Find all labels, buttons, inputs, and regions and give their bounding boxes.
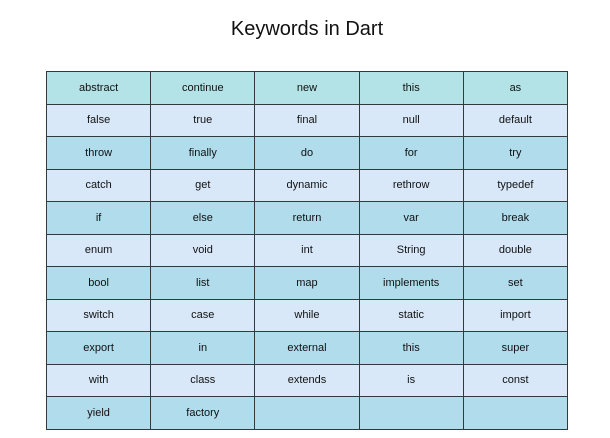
table-cell: implements — [358, 266, 464, 300]
table-cell: super — [462, 331, 569, 365]
table-row: yield factory — [45, 396, 569, 430]
table-row: export in external this super — [45, 331, 569, 365]
table-cell: in — [150, 331, 256, 365]
table-row: throw finally do for try — [45, 136, 569, 170]
table-cell: false — [45, 103, 152, 137]
table-cell: enum — [45, 233, 152, 267]
table-cell: class — [150, 363, 256, 397]
table-cell: finally — [150, 136, 256, 170]
table-cell: import — [462, 298, 569, 332]
table-cell: continue — [150, 71, 256, 105]
table-row: with class extends is const — [45, 363, 569, 397]
table-cell: double — [462, 233, 569, 267]
table-cell: new — [254, 71, 360, 105]
table-cell: default — [462, 103, 569, 137]
table-row: catch get dynamic rethrow typedef — [45, 168, 569, 202]
table-cell: map — [254, 266, 360, 300]
table-cell: String — [358, 233, 464, 267]
table-cell: if — [45, 201, 152, 235]
table-cell: const — [462, 363, 569, 397]
table-cell: do — [254, 136, 360, 170]
keywords-table-body: abstract continue new this as false true… — [45, 71, 569, 430]
table-cell: bool — [45, 266, 152, 300]
table-cell: switch — [45, 298, 152, 332]
table-cell: factory — [150, 396, 256, 430]
table-cell: return — [254, 201, 360, 235]
table-cell — [462, 396, 569, 430]
keywords-table: abstract continue new this as false true… — [45, 71, 569, 430]
table-cell: null — [358, 103, 464, 137]
table-cell — [254, 396, 360, 430]
table-cell: export — [45, 331, 152, 365]
table-cell: external — [254, 331, 360, 365]
table-cell: get — [150, 168, 256, 202]
table-cell: extends — [254, 363, 360, 397]
table-cell: dynamic — [254, 168, 360, 202]
table-cell: final — [254, 103, 360, 137]
table-cell: throw — [45, 136, 152, 170]
table-cell: static — [358, 298, 464, 332]
table-cell: try — [462, 136, 569, 170]
table-cell: int — [254, 233, 360, 267]
table-cell: rethrow — [358, 168, 464, 202]
table-cell: typedef — [462, 168, 569, 202]
table-row: false true final null default — [45, 103, 569, 137]
table-cell: with — [45, 363, 152, 397]
page-title: Keywords in Dart — [230, 18, 384, 40]
table-cell: break — [462, 201, 569, 235]
table-cell: true — [150, 103, 256, 137]
table-cell: while — [254, 298, 360, 332]
table-cell: else — [150, 201, 256, 235]
table-cell: is — [358, 363, 464, 397]
table-cell: var — [358, 201, 464, 235]
table-cell: set — [462, 266, 569, 300]
table-row: bool list map implements set — [45, 266, 569, 300]
table-cell: this — [358, 331, 464, 365]
table-cell: yield — [45, 396, 152, 430]
table-cell: this — [358, 71, 464, 105]
table-row: switch case while static import — [45, 298, 569, 332]
table-cell: catch — [45, 168, 152, 202]
table-cell: case — [150, 298, 256, 332]
table-row: abstract continue new this as — [45, 71, 569, 105]
table-cell: abstract — [45, 71, 152, 105]
table-row: if else return var break — [45, 201, 569, 235]
table-cell: void — [150, 233, 256, 267]
table-cell: as — [462, 71, 569, 105]
table-cell: for — [358, 136, 464, 170]
table-cell: list — [150, 266, 256, 300]
table-cell — [358, 396, 464, 430]
table-row: enum void int String double — [45, 233, 569, 267]
